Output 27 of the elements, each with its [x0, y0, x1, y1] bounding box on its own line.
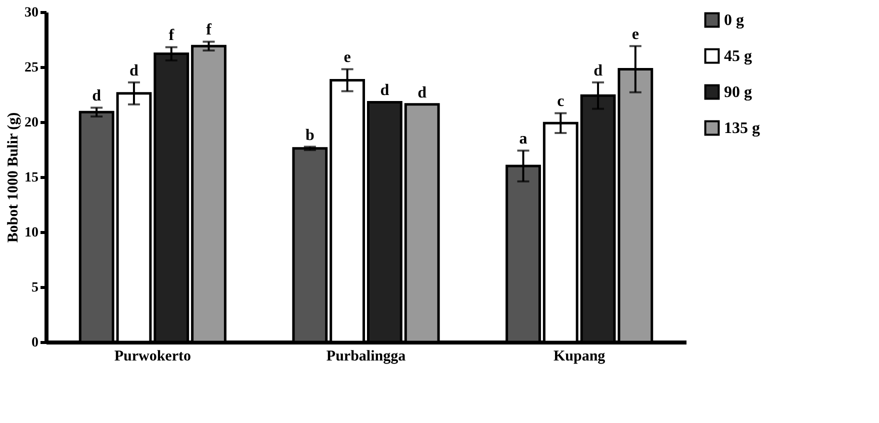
legend-label: 90 g	[724, 84, 752, 101]
y-axis-title: Bobot 1000 Bulir (g)	[6, 112, 22, 243]
legend-label: 45 g	[724, 48, 752, 65]
data-label: e	[344, 49, 351, 66]
y-tick-label: 25	[24, 60, 38, 76]
y-tick-label: 5	[32, 280, 38, 296]
x-tick-label: Purwokerto	[114, 348, 191, 364]
y-tick-label: 10	[24, 226, 38, 240]
y-tick-label: 20	[24, 116, 38, 130]
data-label: d	[380, 82, 390, 100]
data-label: d	[418, 84, 427, 102]
data-label: f	[168, 27, 175, 44]
data-label: c	[557, 93, 564, 110]
x-tick-label: Purbalingga	[326, 348, 406, 364]
data-label: d	[130, 62, 139, 80]
data-label: a	[519, 130, 528, 148]
legend-label: 135 g	[724, 120, 760, 137]
legend-label: 0 g	[724, 12, 744, 29]
y-tick-label: 30	[24, 6, 38, 20]
y-tick-label: 15	[24, 170, 38, 186]
y-tick-label: 0	[32, 336, 38, 350]
data-label: f	[206, 22, 212, 39]
data-label: b	[305, 126, 314, 144]
data-label: d	[594, 62, 603, 80]
data-label: e	[632, 26, 639, 44]
data-label: d	[92, 88, 102, 105]
x-tick-label: Kupang	[553, 348, 606, 364]
